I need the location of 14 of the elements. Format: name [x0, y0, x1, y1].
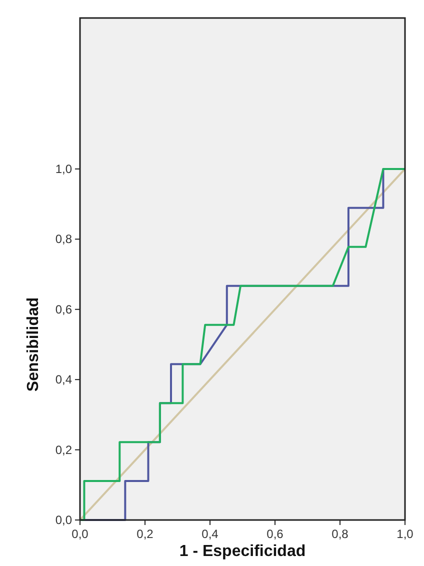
y-tick-label: 1,0: [55, 162, 72, 176]
x-tick-label: 1,0: [396, 527, 414, 541]
x-tick-label: 0,0: [72, 527, 89, 541]
y-tick-label: 0,6: [55, 302, 72, 316]
y-tick-label: 0,8: [55, 232, 72, 246]
y-tick-label: 0,4: [55, 372, 72, 387]
y-tick-label: 0,2: [55, 442, 72, 457]
y-tick-label: 0,0: [55, 513, 72, 527]
y-axis-title: Sensibilidad: [25, 297, 42, 392]
x-tick-label: 0,6: [266, 527, 284, 541]
x-tick-label: 0,8: [332, 527, 349, 541]
x-axis-title: 1 - Especificidad: [179, 543, 306, 560]
x-tick-label: 0,2: [136, 527, 154, 541]
x-tick-label: 0,4: [202, 527, 219, 541]
